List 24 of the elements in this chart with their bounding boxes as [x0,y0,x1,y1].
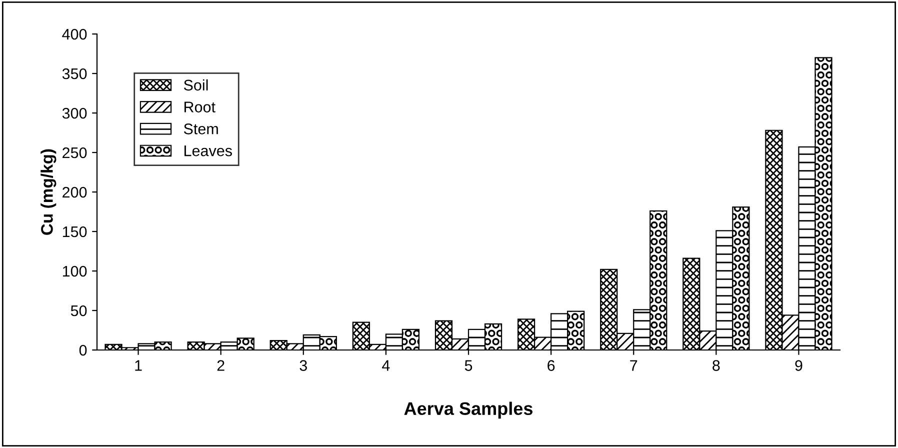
x-tick-label: 6 [548,360,555,371]
x-axis-title: Aerva Samples [404,402,532,419]
x-tick-label: 5 [464,360,472,371]
y-tick-label: 350 [62,68,87,80]
y-tick-label: 200 [62,186,87,198]
legend-label: Soil [184,79,208,91]
y-tick-label: 300 [62,108,87,119]
x-tick-label: 3 [300,360,307,371]
y-axis-title: Cu (mg/kg) [40,149,56,235]
legend-label: Stem [184,124,218,134]
y-tick-label: 0 [79,344,87,356]
y-tick-label: 250 [62,147,87,158]
legend-label: Root [184,102,216,112]
x-tick-label: 1 [135,360,142,371]
y-tick-label: 50 [70,305,87,316]
x-tick-label: 9 [795,360,802,371]
y-tick-label: 150 [62,226,87,238]
x-tick-label: 4 [382,360,390,371]
x-tick-label: 7 [630,360,638,371]
legend-label: Leaves [184,146,232,156]
x-tick-label: 8 [712,360,720,371]
x-tick-label: 2 [217,360,224,371]
y-tick-label: 100 [62,266,87,277]
y-tick-label: 400 [62,28,87,40]
